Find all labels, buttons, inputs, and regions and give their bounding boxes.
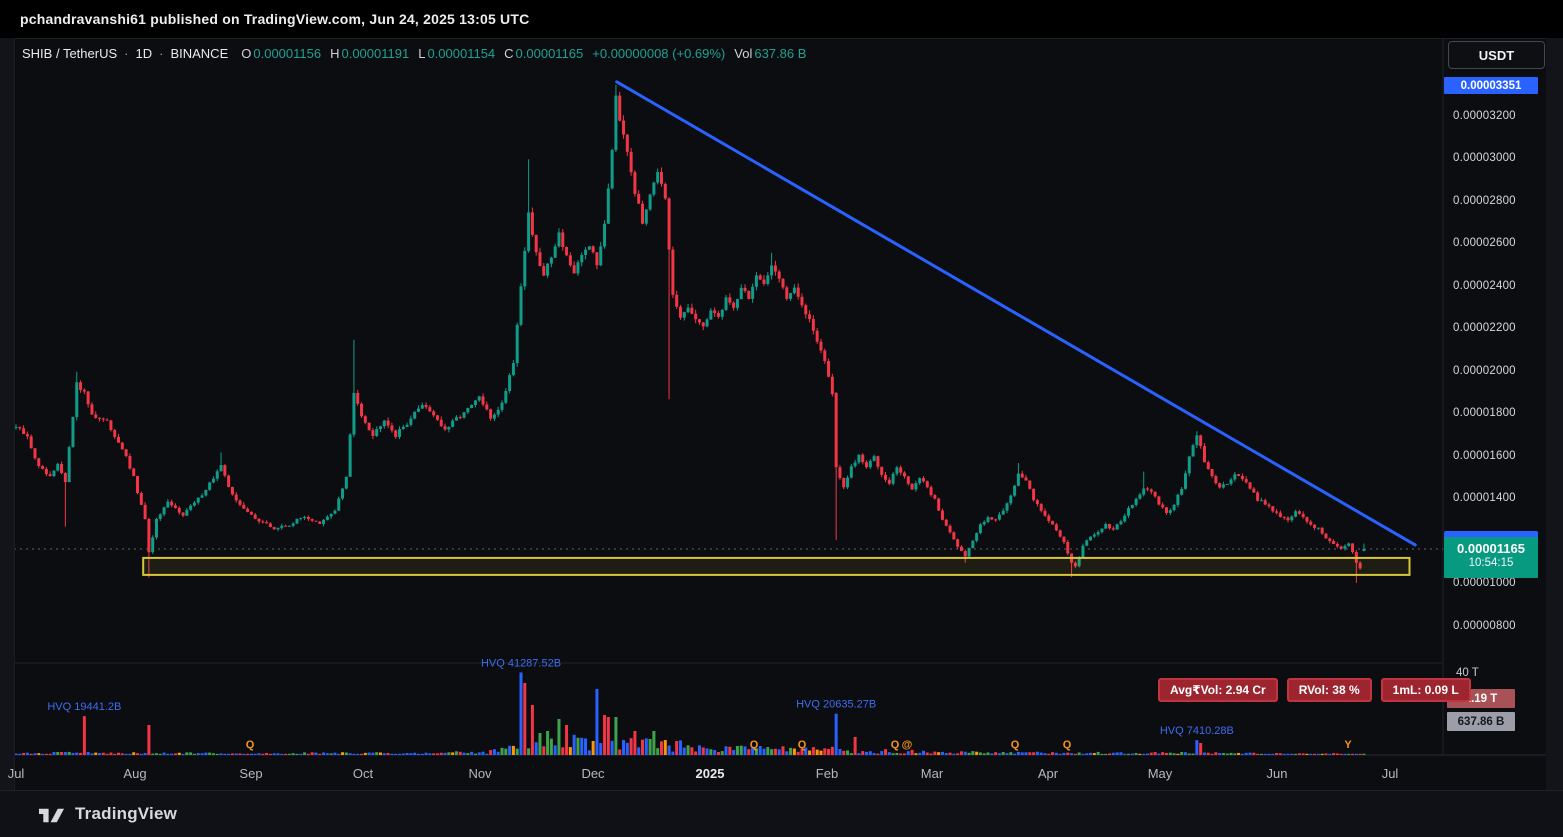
time-axis-label-mar: Mar: [920, 766, 944, 781]
change-value: +0.00000008 (+0.69%): [592, 46, 726, 61]
symbol-name[interactable]: SHIB / TetherUS: [22, 46, 118, 61]
time-axis-label-aug: Aug: [123, 766, 147, 781]
exchange-label: BINANCE: [170, 46, 229, 61]
price-axis-tick: 0.00002800: [1453, 194, 1516, 207]
price-axis-tick: 0.00003000: [1453, 152, 1516, 165]
publish-text: pchandravanshi61 published on TradingVie…: [20, 11, 530, 27]
interval-label[interactable]: 1D: [135, 46, 153, 61]
event-marker-q: Q: [1011, 739, 1020, 751]
hvq-volume-label: HVQ 19441.2B: [47, 701, 121, 713]
high-label: H: [330, 46, 340, 61]
close-label: C: [504, 46, 514, 61]
price-axis-tick: 0.00002000: [1453, 364, 1516, 377]
event-marker-q: Q: [798, 739, 807, 751]
price-axis-tick: 0.00002400: [1453, 279, 1516, 292]
badge-1ml: 1mL: 0.09 L: [1380, 678, 1471, 702]
currency-toggle-usdt[interactable]: USDT: [1448, 41, 1545, 69]
volume-label: Vol: [734, 46, 753, 61]
price-axis-tick: 0.00001600: [1453, 449, 1516, 462]
event-marker-q: Q: [750, 739, 759, 751]
price-axis-tick: 0.00000800: [1453, 619, 1516, 632]
indicator-badges: Avg₹Vol: 2.94 Cr RVol: 38 % 1mL: 0.09 L: [1158, 678, 1471, 702]
time-axis-label-may: May: [1147, 766, 1173, 781]
chart-window: [0, 38, 1563, 791]
tradingview-logo-icon[interactable]: [38, 801, 65, 828]
ohlc-values: O 0.00001156 H 0.00001191 L 0.00001154 C…: [241, 46, 813, 61]
close-value: 0.00001165: [515, 46, 584, 61]
time-axis-label-sep: Sep: [239, 766, 263, 781]
price-axis-tick: 0.00003200: [1453, 109, 1516, 122]
open-label: O: [241, 46, 252, 61]
support-zone-rectangle[interactable]: [142, 556, 1411, 576]
low-label: L: [418, 46, 426, 61]
badge-rvol: RVol: 38 %: [1286, 678, 1372, 702]
descending-trendline[interactable]: [615, 80, 1417, 547]
volume-axis-tick: 40 T: [1456, 667, 1479, 679]
volume-last-axis-label: 637.86 B: [1447, 712, 1515, 731]
high-value: 0.00001191: [341, 46, 410, 61]
header-separator: ·: [124, 46, 129, 61]
time-axis-label-feb: Feb: [815, 766, 839, 781]
time-axis-label-dec: Dec: [581, 766, 605, 781]
price-axis-tick: 0.00002600: [1453, 237, 1516, 250]
time-axis-label-apr: Apr: [1037, 766, 1059, 781]
open-value: 0.00001156: [253, 46, 322, 61]
time-axis-label-oct: Oct: [352, 766, 374, 781]
publish-bar: pchandravanshi61 published on TradingVie…: [0, 0, 1563, 38]
bar-countdown: 10:54:15: [1468, 557, 1514, 569]
time-axis-label-jun: Jun: [1266, 766, 1288, 781]
time-axis-label-nov: Nov: [468, 766, 492, 781]
last-price-label: 0.00001165 10:54:15: [1444, 537, 1538, 578]
price-axis-tick: 0.00001400: [1453, 492, 1516, 505]
hvq-volume-label: HVQ 20635.27B: [796, 699, 876, 711]
chart-left-gutter: [0, 38, 15, 790]
price-axis-tick: 0.00001800: [1453, 407, 1516, 420]
event-marker-q: Q: [891, 739, 900, 751]
badge-avg-vol: Avg₹Vol: 2.94 Cr: [1158, 678, 1278, 702]
time-axis-label-2025: 2025: [695, 766, 725, 781]
time-axis[interactable]: Jul Aug Sep Oct Nov Dec 2025 Feb Mar Apr May Jun Jul: [0, 766, 1443, 790]
price-axis-tick: 0.00002200: [1453, 322, 1516, 335]
hvq-volume-label: HVQ 41287.52B: [481, 657, 561, 669]
event-marker-q: Q: [1063, 739, 1072, 751]
tradingview-brand[interactable]: TradingView: [75, 804, 178, 823]
high-price-axis-label: 0.00003351: [1444, 77, 1538, 94]
hvq-volume-label: HVQ 7410.28B: [1160, 725, 1234, 737]
last-price-value: 0.00001165: [1457, 541, 1525, 556]
time-axis-label-jul: Jul: [7, 766, 25, 781]
chart-right-gutter: [1546, 38, 1563, 790]
footer: TradingView: [0, 790, 1563, 837]
low-value: 0.00001154: [427, 46, 496, 61]
event-marker-y: Y: [1344, 739, 1352, 751]
header-separator: ·: [159, 46, 164, 61]
time-axis-label-jul: Jul: [1381, 766, 1399, 781]
price-axis[interactable]: 0.00003200 0.00003000 0.00002800 0.00002600…: [1443, 38, 1563, 755]
symbol-ohlc-header: SHIB / TetherUS · 1D · BINANCE O 0.00001…: [22, 46, 813, 61]
event-marker-q: Q: [246, 739, 255, 751]
event-marker-@: @: [902, 739, 913, 751]
price-axis-tick: 0.00001000: [1453, 577, 1516, 590]
volume-value: 637.86 B: [754, 46, 807, 61]
